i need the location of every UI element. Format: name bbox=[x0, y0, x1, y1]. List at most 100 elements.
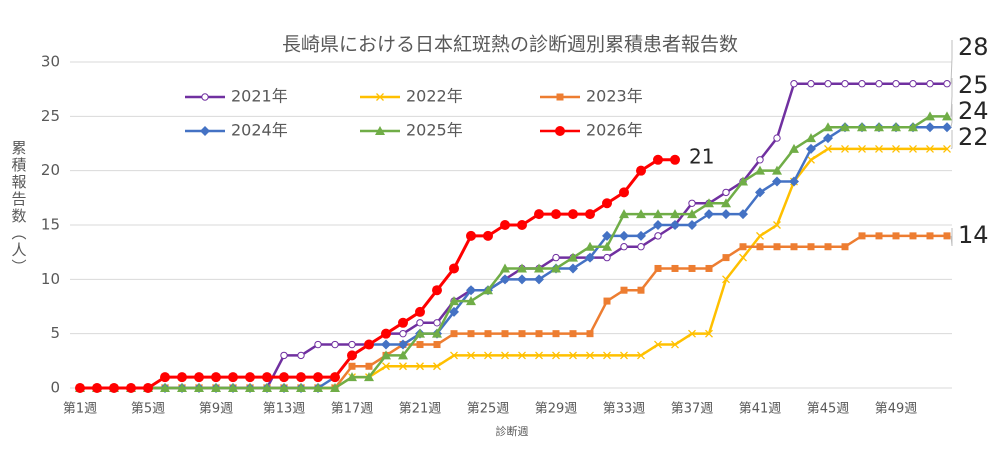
point bbox=[789, 176, 799, 187]
point bbox=[637, 286, 645, 294]
point bbox=[534, 274, 544, 285]
point bbox=[517, 220, 527, 230]
legend-label: 2022年 bbox=[406, 87, 463, 106]
point bbox=[501, 351, 509, 360]
leader-line bbox=[950, 40, 953, 84]
point bbox=[603, 351, 611, 360]
x-axis-label: 診断週 bbox=[496, 424, 529, 438]
point bbox=[535, 351, 543, 360]
point bbox=[620, 243, 628, 251]
point bbox=[943, 232, 951, 240]
point bbox=[449, 306, 459, 317]
point bbox=[75, 383, 85, 393]
point bbox=[722, 254, 730, 262]
point bbox=[671, 340, 679, 349]
point bbox=[943, 80, 951, 88]
point bbox=[619, 209, 629, 219]
x-tick-label: 第49週 bbox=[875, 402, 918, 417]
point bbox=[688, 329, 696, 338]
point bbox=[313, 372, 323, 383]
point bbox=[500, 263, 510, 273]
point bbox=[756, 231, 764, 240]
point bbox=[348, 340, 356, 349]
point bbox=[654, 340, 662, 349]
point bbox=[552, 330, 560, 338]
point bbox=[824, 243, 832, 251]
legend-marker bbox=[556, 93, 564, 101]
point bbox=[773, 221, 781, 229]
point bbox=[467, 330, 475, 338]
x-tick-label: 第25週 bbox=[467, 402, 510, 417]
point bbox=[687, 209, 697, 219]
point bbox=[416, 362, 424, 371]
point bbox=[688, 264, 696, 272]
point bbox=[823, 133, 833, 144]
point bbox=[160, 372, 170, 383]
point bbox=[790, 80, 798, 88]
point bbox=[484, 330, 492, 338]
point bbox=[433, 319, 441, 327]
point bbox=[841, 80, 849, 88]
point bbox=[585, 252, 595, 263]
point bbox=[348, 362, 356, 370]
y-axis-label: 累積報告数（人） bbox=[10, 140, 28, 276]
point bbox=[738, 209, 748, 220]
point bbox=[772, 176, 782, 187]
point bbox=[517, 263, 527, 273]
point bbox=[926, 80, 934, 88]
point bbox=[347, 350, 357, 361]
legend-label: 2024年 bbox=[231, 121, 288, 140]
point bbox=[569, 351, 577, 360]
point bbox=[722, 275, 730, 284]
legend-marker bbox=[376, 93, 384, 101]
point bbox=[602, 241, 612, 251]
point bbox=[433, 341, 441, 349]
point bbox=[926, 144, 934, 153]
point bbox=[484, 351, 492, 360]
point bbox=[721, 209, 731, 220]
x-tick-label: 第9週 bbox=[199, 402, 233, 417]
point bbox=[535, 330, 543, 338]
end-label: 22 bbox=[958, 123, 989, 151]
end-label: 28 bbox=[958, 33, 989, 61]
point bbox=[432, 285, 442, 296]
point bbox=[467, 351, 475, 360]
x-tick-label: 第13週 bbox=[263, 402, 306, 417]
point bbox=[739, 253, 747, 262]
point bbox=[841, 243, 849, 251]
point bbox=[654, 264, 662, 272]
point bbox=[620, 351, 628, 360]
point bbox=[211, 383, 221, 392]
point bbox=[721, 198, 731, 208]
point bbox=[942, 111, 952, 121]
legend-label: 2023年 bbox=[586, 87, 643, 106]
legend-marker bbox=[375, 126, 385, 135]
point bbox=[858, 80, 866, 88]
point bbox=[824, 144, 832, 153]
point bbox=[653, 154, 663, 165]
point bbox=[705, 264, 713, 272]
point bbox=[841, 144, 849, 153]
point bbox=[806, 143, 816, 154]
end-label: 24 bbox=[958, 97, 989, 125]
series-line bbox=[80, 125, 947, 390]
x-tick-label: 第5週 bbox=[131, 402, 165, 417]
x-tick-label: 第21週 bbox=[399, 402, 442, 417]
point bbox=[585, 241, 595, 251]
point bbox=[891, 122, 901, 132]
point bbox=[925, 111, 935, 121]
point bbox=[568, 209, 578, 220]
point bbox=[398, 317, 408, 328]
legend-marker bbox=[200, 126, 210, 136]
point bbox=[670, 154, 680, 165]
y-tick-label: 30 bbox=[41, 53, 60, 71]
point bbox=[534, 209, 544, 220]
point bbox=[892, 232, 900, 240]
point bbox=[840, 122, 850, 132]
leader-line bbox=[950, 78, 953, 117]
point bbox=[296, 372, 306, 383]
point bbox=[296, 383, 306, 392]
point bbox=[109, 383, 119, 393]
point bbox=[739, 243, 747, 251]
point bbox=[603, 297, 611, 305]
